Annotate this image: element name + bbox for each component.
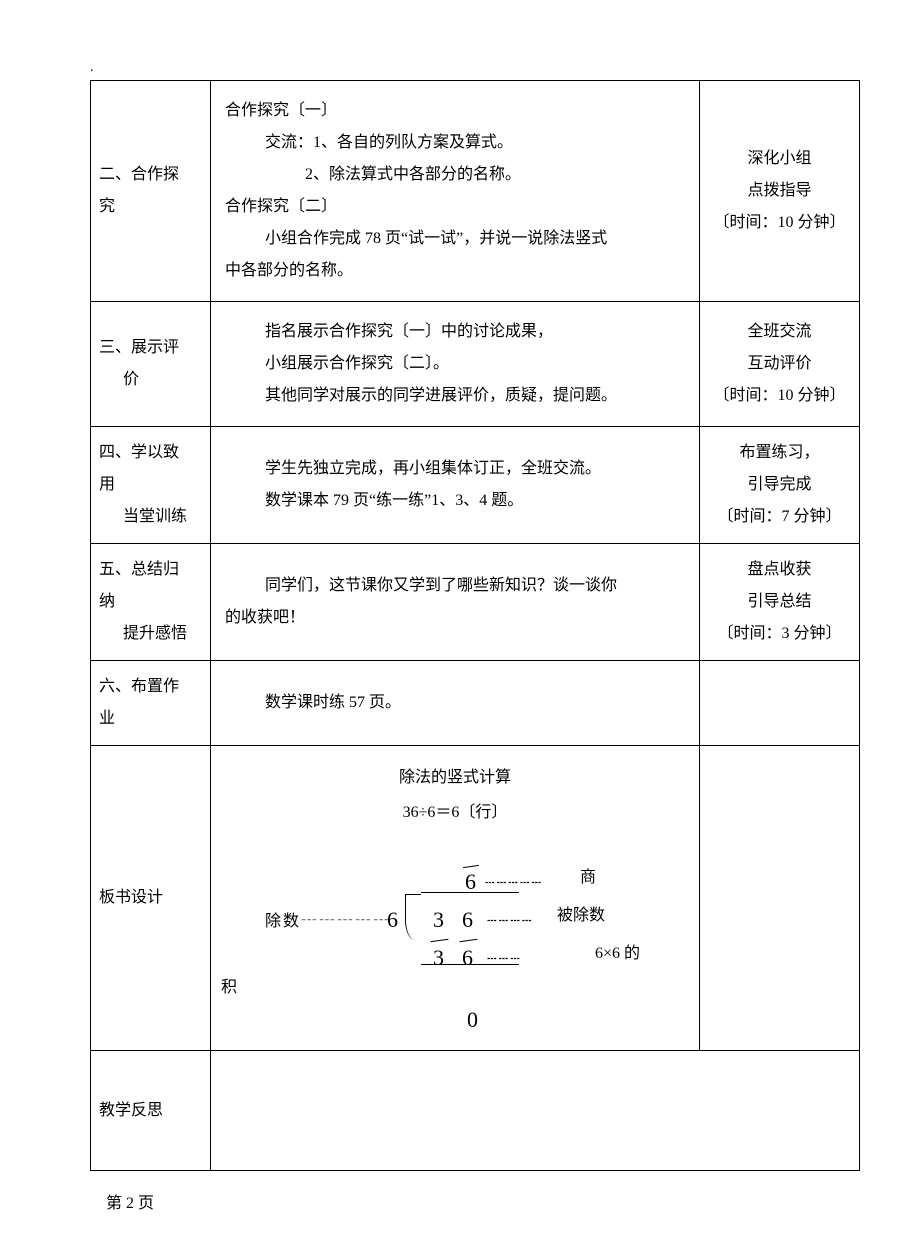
row-label: 究 [99,198,115,215]
content-line: 其他同学对展示的同学进展评价，质疑，提问题。 [225,380,685,412]
product-digits: 36 [433,934,491,982]
row-content-cell: 数学课时练 57 页。 [211,661,700,746]
table-row: 五、总结归 纳 提升感悟 同学们，这节课你又学到了哪些新知识？谈一谈你 的收获吧… [91,544,860,661]
row-label: 教学反思 [99,1102,163,1119]
row-content-cell: 学生先独立完成，再小组集体订正，全班交流。 数学课本 79 页“练一练”1、3、… [211,427,700,544]
side-line: 盘点收获 [747,561,811,578]
content-line: 中各部分的名称。 [225,262,353,279]
row-content-cell: 同学们，这节课你又学到了哪些新知识？谈一谈你 的收获吧！ [211,544,700,661]
row-label: 板书设计 [99,889,163,906]
row-label: 用 [99,476,115,493]
row-label-cell: 六、布置作 业 [91,661,211,746]
divisor-digit: 6 [387,896,398,944]
divisor-label: 除数┄┄┄┄┄ [265,904,391,939]
row-side-cell [700,746,860,1051]
row-label: 四、学以致 [99,444,179,461]
side-line: 布置练习， [739,444,819,461]
row-content-cell: 指名展示合作探究〔一〕中的讨论成果， 小组展示合作探究〔二〕。 其他同学对展示的… [211,302,700,427]
content-line: 小组合作完成 78 页“试一试”，并说一说除法竖式 [225,223,685,255]
row-label: 六、布置作 [99,678,179,695]
division-bracket [405,894,421,940]
side-line: 引导总结 [747,593,811,610]
dots: ┄┄┄┄┄ [485,866,543,901]
side-line: 互动评价 [747,355,811,372]
long-division-diagram: 除数┄┄┄┄┄ 6 6 ┄┄┄┄┄ 商 36 ┄┄┄┄ 被除数 36 ┄┄┄ 6… [225,836,685,1036]
side-line: 深化小组 [747,150,811,167]
content-line: 数学课时练 57 页。 [225,687,685,719]
table-row: 教学反思 [91,1051,860,1171]
row-label: 提升感悟 [99,618,206,650]
dividend-label: 被除数 [557,898,605,933]
side-line: 〔时间：10 分钟〕 [713,214,845,231]
corner-dot: . [90,60,860,76]
side-line: 引导完成 [747,476,811,493]
content-line: 数学课本 79 页“练一练”1、3、4 题。 [225,485,685,517]
content-line: 的收获吧！ [225,609,305,626]
side-line: 〔时间：3 分钟〕 [717,625,841,642]
document-page: . 二、合作探 究 合作探究〔一〕 交流：1、各自的列队方案及算式。 2、除法算… [0,0,920,1253]
page-number: 第 2 页 [106,1189,860,1213]
board-title: 除法的竖式计算 [225,760,685,795]
row-label-cell: 五、总结归 纳 提升感悟 [91,544,211,661]
dots: ┄┄┄┄ [487,904,534,939]
row-label: 纳 [99,593,115,610]
row-label: 五、总结归 [99,561,179,578]
table-row: 板书设计 除法的竖式计算 36÷6＝6〔行〕 除数┄┄┄┄┄ 6 6 ┄┄┄┄┄… [91,746,860,1051]
row-label-cell: 四、学以致 用 当堂训练 [91,427,211,544]
row-label: 业 [99,710,115,727]
table-row: 三、展示评 价 指名展示合作探究〔一〕中的讨论成果， 小组展示合作探究〔二〕。 … [91,302,860,427]
row-label-cell: 二、合作探 究 [91,81,211,302]
content-line: 学生先独立完成，再小组集体订正，全班交流。 [225,453,685,485]
reflection-cell [211,1051,860,1171]
content-line: 小组展示合作探究〔二〕。 [225,348,685,380]
board-equation: 36÷6＝6〔行〕 [225,795,685,830]
row-label: 价 [99,364,206,396]
row-label-cell: 三、展示评 价 [91,302,211,427]
content-line: 合作探究〔二〕 [225,198,337,215]
content-line: 2、除法算式中各部分的名称。 [225,159,685,191]
table-row: 六、布置作 业 数学课时练 57 页。 [91,661,860,746]
content-line: 交流：1、各自的列队方案及算式。 [225,127,685,159]
content-line: 同学们，这节课你又学到了哪些新知识？谈一谈你 [225,570,685,602]
content-line: 合作探究〔一〕 [225,102,337,119]
lesson-plan-table: 二、合作探 究 合作探究〔一〕 交流：1、各自的列队方案及算式。 2、除法算式中… [90,80,860,1171]
row-label-cell: 教学反思 [91,1051,211,1171]
row-label: 当堂训练 [99,501,206,533]
side-line: 点拨指导 [747,182,811,199]
side-line: 全班交流 [747,323,811,340]
dots: ┄┄┄ [487,942,522,977]
row-side-cell [700,661,860,746]
product-label: 6×6 的 [595,936,640,971]
row-side-cell: 布置练习， 引导完成 〔时间：7 分钟〕 [700,427,860,544]
board-design-cell: 除法的竖式计算 36÷6＝6〔行〕 除数┄┄┄┄┄ 6 6 ┄┄┄┄┄ 商 36… [211,746,700,1051]
subtraction-bar [421,964,519,965]
row-side-cell: 深化小组 点拨指导 〔时间：10 分钟〕 [700,81,860,302]
remainder-digit: 0 [467,996,478,1044]
table-row: 四、学以致 用 当堂训练 学生先独立完成，再小组集体订正，全班交流。 数学课本 … [91,427,860,544]
row-side-cell: 全班交流 互动评价 〔时间：10 分钟〕 [700,302,860,427]
side-line: 〔时间：7 分钟〕 [717,508,841,525]
row-label: 二、合作探 [99,166,179,183]
row-label-cell: 板书设计 [91,746,211,1051]
quotient-label: 商 [580,860,596,895]
side-line: 〔时间：10 分钟〕 [713,387,845,404]
row-content-cell: 合作探究〔一〕 交流：1、各自的列队方案及算式。 2、除法算式中各部分的名称。 … [211,81,700,302]
content-line: 指名展示合作探究〔一〕中的讨论成果， [225,316,685,348]
row-side-cell: 盘点收获 引导总结 〔时间：3 分钟〕 [700,544,860,661]
row-label: 三、展示评 [99,339,179,356]
table-row: 二、合作探 究 合作探究〔一〕 交流：1、各自的列队方案及算式。 2、除法算式中… [91,81,860,302]
product-suffix: 积 [221,970,237,1005]
